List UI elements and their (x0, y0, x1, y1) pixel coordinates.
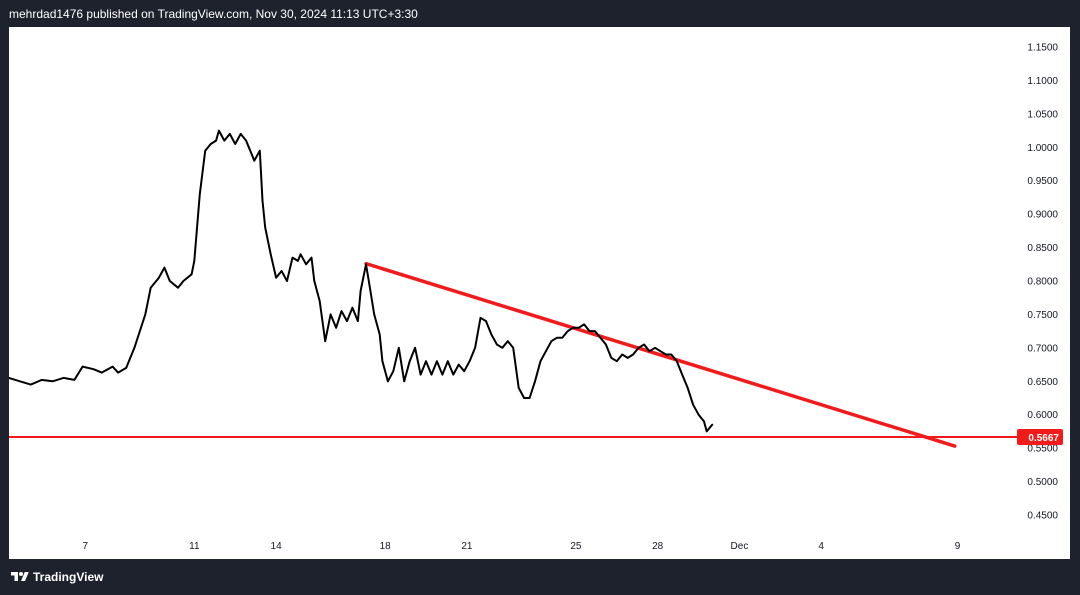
header-bar: mehrdad1476 published on TradingView.com… (0, 0, 1080, 27)
price-level-tag-bg (1017, 428, 1063, 445)
y-tick-label: 1.0500 (1027, 109, 1058, 120)
y-tick-label: 0.8000 (1027, 277, 1058, 288)
y-tick-label: 0.9000 (1027, 210, 1058, 221)
price-level-tag: 0.5667 (1017, 428, 1063, 445)
footer-bar: TradingView (0, 559, 1080, 595)
y-tick-label: 0.7500 (1027, 310, 1058, 321)
x-tick-label: 21 (461, 541, 473, 552)
plot-layer: 0.5667 (9, 129, 1063, 448)
x-axis[interactable]: 7 11 14 18 21 25 28 Dec 4 9 (83, 541, 961, 552)
x-tick-label: 28 (652, 541, 664, 552)
y-tick-label: 0.5000 (1027, 477, 1058, 488)
x-tick-label: 4 (818, 541, 824, 552)
y-tick-label: 1.1500 (1027, 43, 1058, 54)
y-tick-label: 0.9500 (1027, 176, 1058, 187)
tradingview-logo[interactable]: TradingView (9, 570, 103, 584)
y-tick-label: 0.8500 (1027, 243, 1058, 254)
tradingview-logo-icon (11, 572, 29, 581)
y-axis[interactable]: 1.1500 1.1000 1.0500 1.0000 0.9500 0.9000 0.85… (1027, 43, 1058, 522)
x-tick-label: Dec (731, 541, 749, 552)
price-series-line[interactable] (9, 129, 714, 433)
x-tick-label: 7 (83, 541, 89, 552)
y-tick-label: 0.4500 (1027, 510, 1058, 521)
publish-info: mehrdad1476 published on TradingView.com… (9, 7, 418, 21)
price-level-label: 0.5667 (1028, 433, 1059, 444)
y-tick-label: 1.1000 (1027, 76, 1058, 87)
x-tick-label: 11 (189, 541, 200, 552)
y-tick-label: 0.6500 (1027, 377, 1058, 388)
trendline[interactable] (364, 261, 957, 448)
price-chart[interactable]: 1.1500 1.1000 1.0500 1.0000 0.9500 0.9000 0.85… (9, 27, 1070, 559)
y-tick-label: 1.0000 (1027, 143, 1058, 154)
x-tick-label: 14 (271, 541, 283, 552)
tradingview-logo-text: TradingView (33, 570, 104, 584)
x-tick-label: 9 (955, 541, 961, 552)
x-tick-label: 18 (380, 541, 392, 552)
y-tick-label: 0.5500 (1027, 444, 1058, 455)
y-tick-label: 0.6000 (1027, 410, 1058, 421)
y-tick-label: 0.7000 (1027, 343, 1058, 354)
chart-area[interactable]: 1.1500 1.1000 1.0500 1.0000 0.9500 0.9000 0.85… (9, 27, 1070, 559)
x-tick-label: 25 (570, 541, 582, 552)
